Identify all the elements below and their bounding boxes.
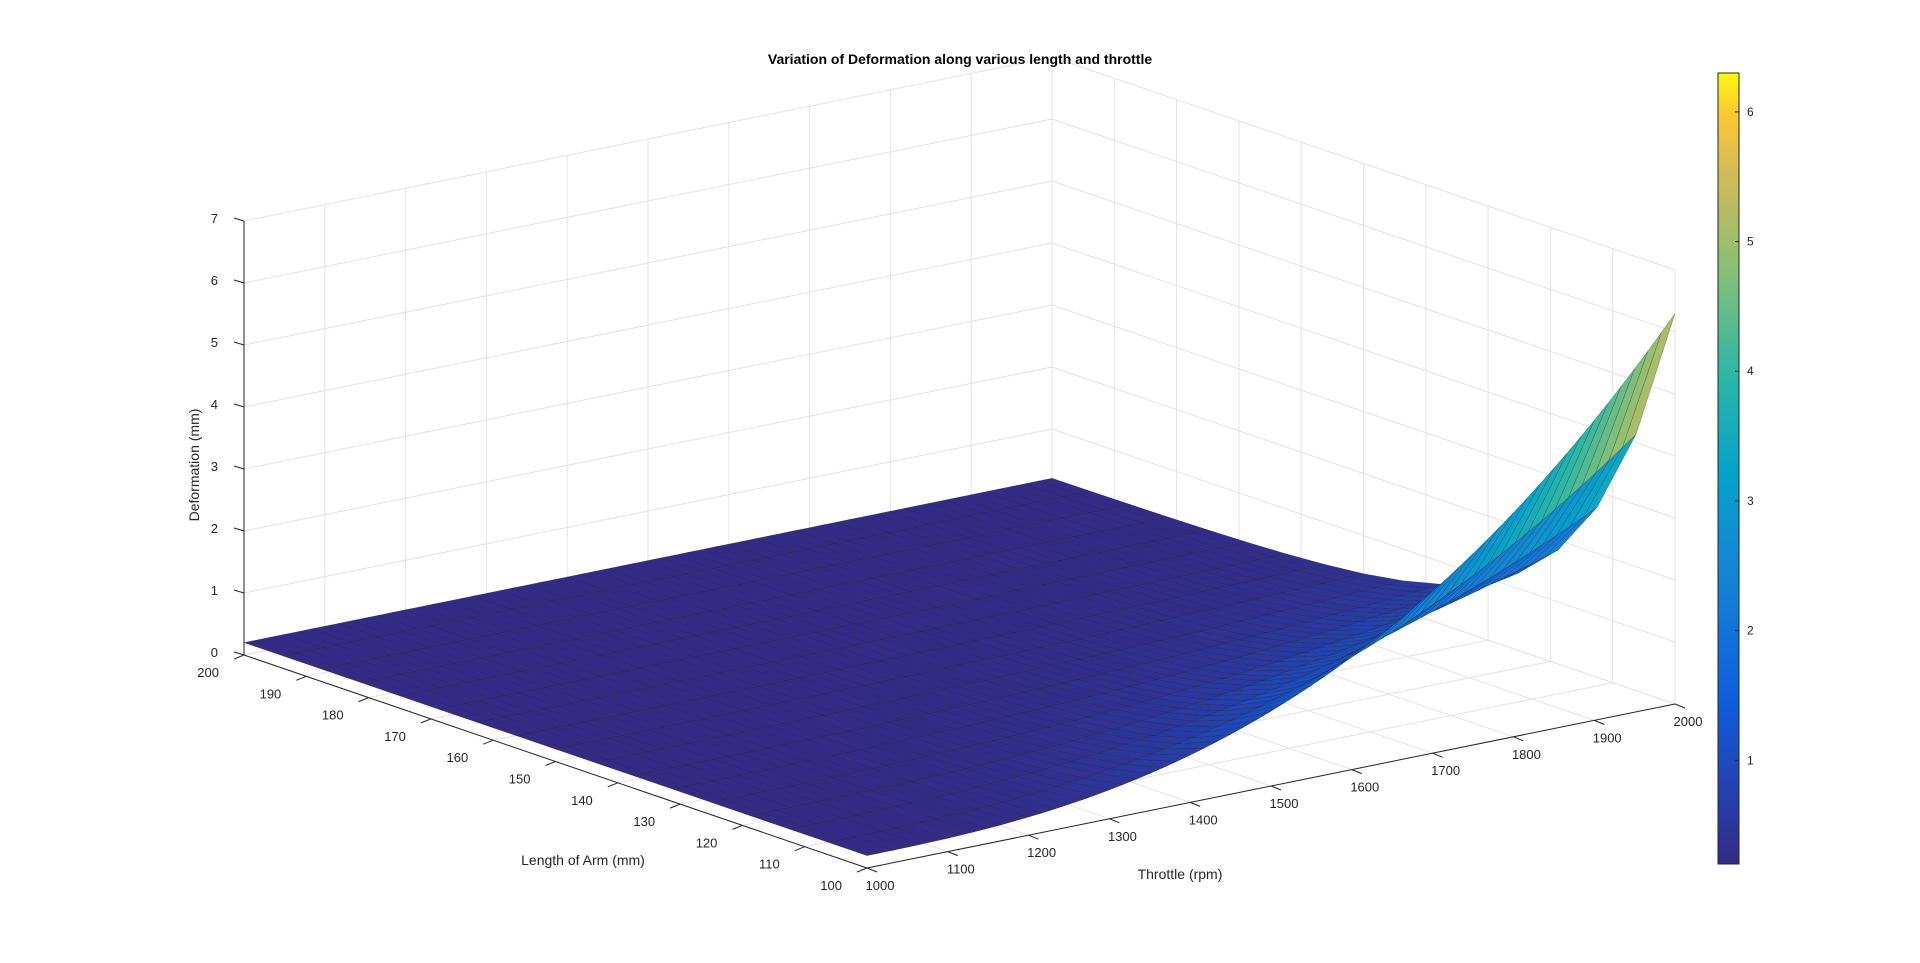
grid-line (243, 428, 1053, 594)
x-tick (1674, 703, 1686, 709)
x-tick-label: 1000 (866, 878, 895, 893)
grid-line (243, 242, 1053, 408)
y-tick (420, 718, 432, 724)
z-tick-label: 5 (211, 335, 218, 350)
x-tick (1351, 769, 1362, 775)
z-tick-label: 7 (211, 211, 218, 226)
y-tick-label: 120 (696, 835, 718, 850)
grid-line (1051, 180, 1676, 395)
x-tick (947, 851, 958, 857)
grid-line (243, 56, 1053, 222)
z-tick-label: 6 (211, 273, 218, 288)
colorbar: 1 2 3 4 5 6 (1717, 72, 1754, 865)
grid-line (243, 118, 1053, 284)
y-tick-label: 130 (633, 814, 655, 829)
x-tick (1270, 785, 1282, 791)
grid-line (1051, 56, 1676, 271)
x-tick (1109, 818, 1120, 824)
z-tick (233, 403, 245, 408)
x-tick-label: 1900 (1593, 730, 1622, 745)
x-tick (1594, 719, 1605, 725)
y-tick (483, 739, 494, 745)
x-tick (1190, 801, 1201, 807)
z-tick (233, 651, 245, 656)
grid-line (243, 304, 1053, 470)
x-tick-label: 1800 (1512, 747, 1541, 762)
grid-line (1051, 242, 1676, 457)
z-tick (233, 527, 245, 532)
y-tick (358, 697, 369, 703)
y-tick (732, 824, 743, 830)
colorbar-tick-label: 5 (1747, 235, 1754, 249)
y-tick (856, 867, 868, 873)
z-tick-label: 4 (211, 397, 218, 412)
x-tick (1513, 736, 1524, 742)
x-tick-label: 1300 (1108, 829, 1137, 844)
y-tick-label: 190 (260, 686, 282, 701)
x-tick-label: 1600 (1350, 780, 1379, 795)
x-tick-label: 1700 (1431, 763, 1460, 778)
y-tick (233, 654, 245, 660)
surface-patch (1622, 313, 1676, 448)
colorbar-tick-label: 3 (1747, 494, 1754, 508)
y-tick-label: 150 (509, 772, 531, 787)
y-tick-label: 180 (322, 708, 344, 723)
x-tick-label: 1400 (1189, 812, 1218, 827)
y-tick-label: 160 (446, 750, 468, 765)
colorbar-tick-label: 1 (1747, 753, 1754, 767)
colorbar-tick-label: 6 (1747, 105, 1754, 119)
z-tick (233, 217, 245, 222)
z-tick (233, 279, 245, 284)
y-axis-title: Length of Arm (mm) (521, 852, 645, 868)
colorbar-gradient (1717, 72, 1740, 865)
grid-line (1051, 366, 1676, 581)
grid-line (243, 180, 1053, 346)
y-tick (296, 675, 307, 681)
grid-line (1051, 118, 1676, 333)
grid-line (243, 366, 1053, 532)
y-tick-label: 110 (759, 857, 780, 872)
z-axis-title: Deformation (mm) (186, 409, 202, 522)
x-tick-label: 1100 (947, 862, 975, 877)
grid-line (1051, 428, 1676, 643)
y-tick-label: 170 (384, 729, 406, 744)
colorbar-tick-label: 2 (1747, 624, 1754, 638)
y-tick (794, 846, 805, 852)
x-tick-label: 1500 (1270, 796, 1299, 811)
y-tick-label: 200 (197, 665, 219, 680)
y-tick-label: 140 (571, 793, 593, 808)
x-tick (866, 867, 878, 873)
z-tick-label: 3 (211, 459, 218, 474)
y-tick-label: 100 (820, 878, 842, 893)
x-tick (1028, 834, 1039, 840)
axes: 1000110012001300140015001600170018001900… (197, 211, 1702, 893)
z-tick-label: 0 (211, 645, 218, 660)
surface (243, 313, 1676, 856)
z-tick (233, 589, 245, 594)
y-tick (607, 782, 618, 788)
z-tick (233, 341, 245, 346)
z-tick-label: 1 (211, 583, 218, 598)
chart-title: Variation of Deformation along various l… (768, 51, 1152, 67)
x-tick (1432, 752, 1443, 758)
x-axis-title: Throttle (rpm) (1138, 866, 1223, 882)
z-tick (233, 465, 245, 470)
y-tick (545, 761, 556, 766)
y-tick (669, 803, 681, 809)
colorbar-tick-label: 4 (1747, 364, 1754, 378)
x-tick-label: 2000 (1674, 714, 1703, 729)
z-tick-label: 2 (211, 521, 218, 536)
x-tick-label: 1200 (1027, 845, 1056, 860)
